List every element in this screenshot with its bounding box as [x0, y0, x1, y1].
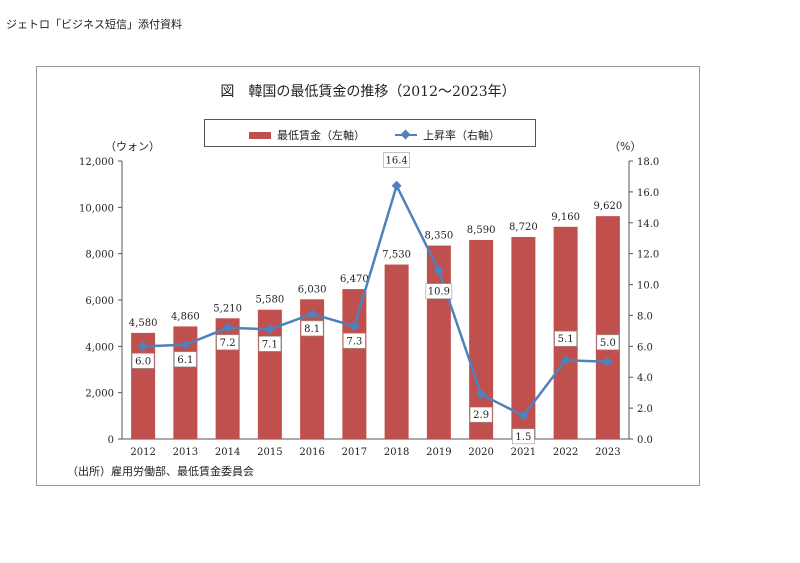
- x-axis-tick-label: 2019: [426, 447, 451, 457]
- rate-label-box: [469, 406, 493, 423]
- x-axis-tick-label: 2017: [342, 447, 367, 457]
- left-axis-tick-label: 6,000: [85, 296, 114, 307]
- left-axis-tick-label: 8,000: [85, 250, 114, 261]
- x-axis-tick-label: 2015: [257, 447, 282, 457]
- x-axis-tick-label: 2022: [553, 447, 578, 457]
- rate-point-2022: [560, 355, 571, 366]
- rate-value-label: 6.1: [177, 355, 193, 366]
- x-axis-tick-label: 2012: [130, 447, 155, 457]
- left-axis-tick-label: 10,000: [79, 203, 114, 214]
- bar-2017: [342, 289, 367, 439]
- rate-label-box: [425, 283, 453, 299]
- rate-label-box: [554, 330, 577, 347]
- left-axis-tick-label: 4,000: [85, 342, 114, 353]
- x-axis-tick-label: 2013: [173, 447, 198, 457]
- chart-title: 図 韓国の最低賃金の推移（2012～2023年）: [220, 84, 516, 100]
- legend-label-wage: 最低賃金（左軸）: [277, 129, 365, 142]
- rate-value-label: 5.0: [600, 338, 616, 349]
- bar-value-label: 5,580: [256, 295, 285, 306]
- rate-value-label: 16.4: [385, 156, 407, 167]
- rate-label-box: [383, 152, 410, 169]
- bar-2021: [511, 236, 536, 439]
- rate-value-label: 8.1: [304, 324, 320, 335]
- right-axis-tick-label: 2.0: [637, 404, 653, 415]
- x-axis-tick-label: 2014: [215, 447, 240, 457]
- bar-2023: [595, 216, 620, 439]
- rate-value-label: 5.1: [558, 334, 574, 345]
- left-axis-tick-label: 2,000: [85, 389, 114, 400]
- chart-frame: 図 韓国の最低賃金の推移（2012～2023年） 最低賃金（左軸） 上昇率（右軸…: [36, 66, 700, 486]
- x-axis-tick-label: 2020: [468, 447, 493, 457]
- bar-value-label: 6,030: [298, 284, 327, 295]
- right-axis-tick-label: 4.0: [637, 373, 653, 384]
- legend-item-wage: 最低賃金（左軸）: [249, 127, 365, 143]
- rate-point-2013: [180, 339, 191, 350]
- right-axis-tick-label: 6.0: [637, 342, 653, 353]
- rate-point-2023: [602, 356, 613, 367]
- rate-point-2012: [138, 341, 149, 352]
- legend-label-rate: 上昇率（右軸）: [423, 129, 500, 142]
- rate-value-label: 2.9: [473, 410, 489, 421]
- right-axis-tick-label: 8.0: [637, 311, 653, 322]
- right-axis-tick-label: 16.0: [637, 188, 659, 199]
- rate-value-label: 1.5: [515, 432, 531, 443]
- rate-label-box: [131, 353, 155, 369]
- bar-value-label: 4,860: [171, 311, 200, 322]
- bar-value-label: 8,720: [509, 222, 538, 233]
- rate-label-box: [258, 336, 282, 352]
- rate-value-label: 7.3: [346, 336, 362, 347]
- x-axis-tick-label: 2016: [299, 447, 324, 457]
- rate-value-label: 7.1: [262, 339, 278, 350]
- chart-plot: 0 2,000 4,000 6,000 8,000 10,000 12,000 0.0 2.0 4…: [79, 152, 659, 457]
- bar-value-label: 4,580: [129, 318, 158, 329]
- bar-value-label: 8,350: [425, 231, 454, 242]
- left-axis-tick-label: 0: [108, 435, 114, 446]
- rate-label-box: [343, 332, 366, 349]
- right-axis-tick-label: 0.0: [637, 435, 653, 446]
- rate-label-box: [512, 428, 535, 445]
- rate-label-box: [174, 351, 197, 368]
- rate-label-box: [596, 334, 620, 351]
- bar-value-label: 5,210: [213, 303, 242, 314]
- x-axis-tick-label: 2018: [384, 447, 409, 457]
- right-axis-tick-label: 12.0: [637, 250, 659, 261]
- x-axis-tick-label: 2023: [595, 447, 620, 457]
- left-axis-unit: （ウォン）: [105, 140, 160, 153]
- right-axis-tick-label: 18.0: [637, 157, 659, 168]
- bar-2018: [384, 264, 409, 439]
- bar-value-label: 7,530: [382, 250, 411, 261]
- bar-2016: [300, 299, 325, 439]
- left-axis-tick-label: 12,000: [79, 157, 114, 168]
- right-axis-tick-label: 10.0: [637, 281, 659, 292]
- right-axis-unit: （%）: [609, 140, 642, 153]
- chart-legend: 最低賃金（左軸） 上昇率（右軸）: [204, 119, 536, 147]
- bar-value-label: 8,590: [467, 225, 496, 236]
- rate-point-2014: [222, 322, 233, 333]
- rate-line: [143, 182, 608, 418]
- document-header: ジェトロ「ビジネス短信」添付資料: [6, 18, 182, 31]
- rate-point-2020: [476, 389, 487, 400]
- rate-point-2018: [391, 180, 402, 191]
- rate-label-box: [216, 334, 239, 351]
- rate-label-box: [300, 320, 324, 337]
- bar-value-label: 6,470: [340, 274, 369, 285]
- chart-source: （出所）雇用労働部、最低賃金委員会: [67, 465, 254, 478]
- legend-line-swatch: [395, 134, 417, 136]
- rate-value-label: 10.9: [428, 287, 450, 298]
- bar-2019: [426, 245, 451, 439]
- bar-value-label: 9,620: [594, 201, 623, 212]
- legend-bar-swatch: [249, 131, 271, 139]
- bar-2020: [469, 239, 494, 439]
- rate-value-label: 7.2: [220, 338, 236, 349]
- right-axis-tick-label: 14.0: [637, 219, 659, 230]
- rate-value-label: 6.0: [135, 356, 151, 367]
- rate-point-2021: [518, 410, 529, 421]
- legend-item-rate: 上昇率（右軸）: [395, 127, 500, 143]
- x-axis-tick-label: 2021: [511, 447, 536, 457]
- bar-value-label: 9,160: [551, 212, 580, 223]
